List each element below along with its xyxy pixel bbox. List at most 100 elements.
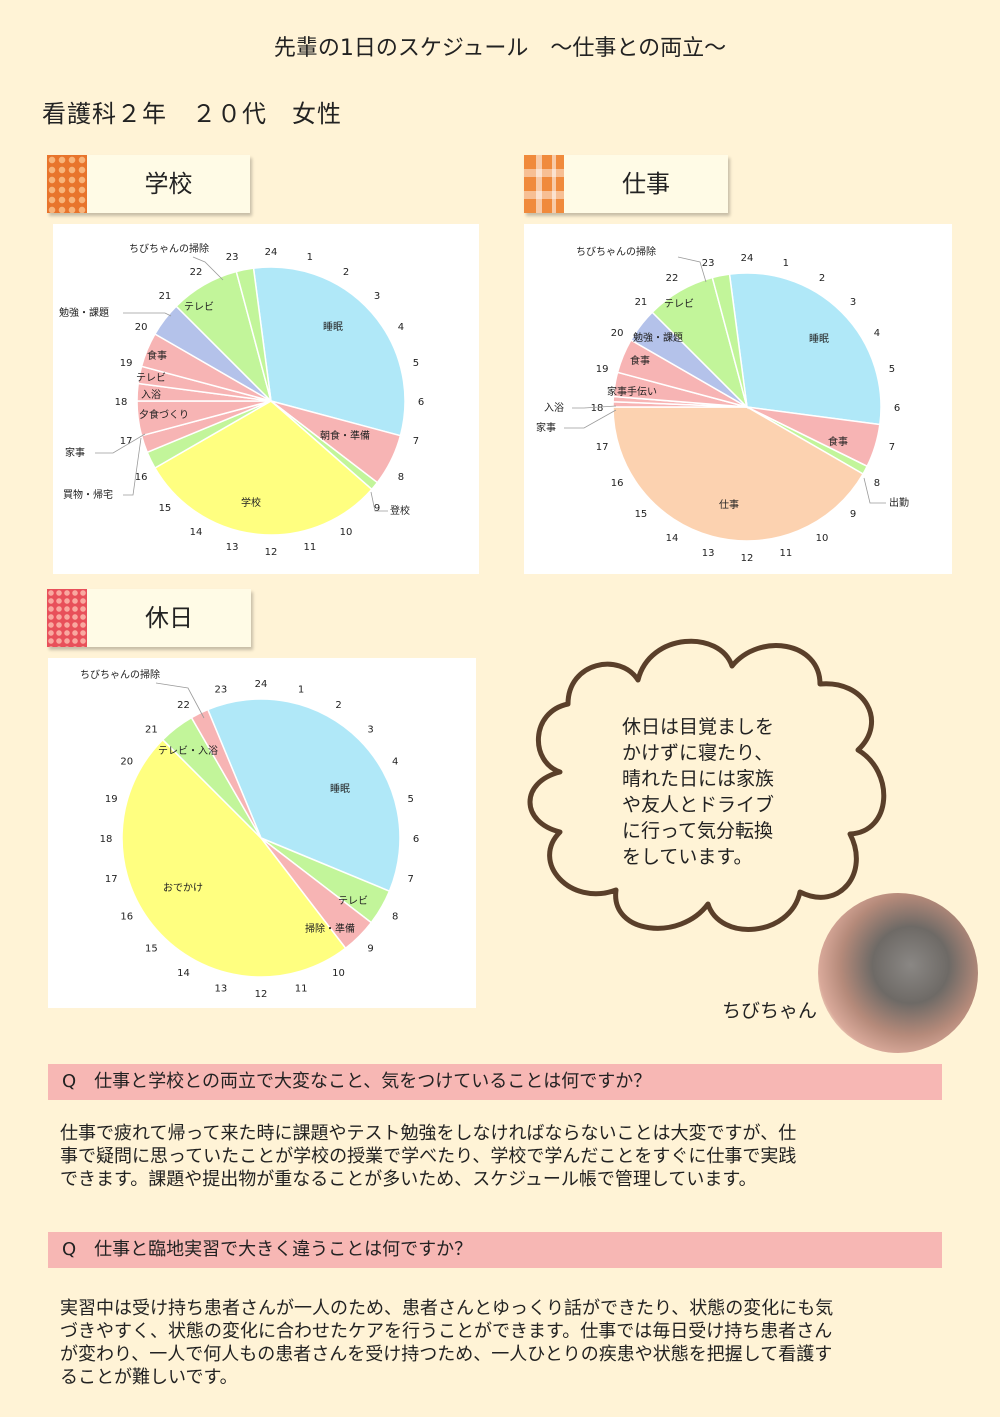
- answer-line: できます。課題や提出物が重なることが多いため、スケジュール帳で管理しています。: [60, 1169, 757, 1190]
- pie-label: 睡眠: [330, 782, 350, 795]
- hour-tick-label: 15: [635, 509, 648, 520]
- pie-callout: 買物・帰宅: [63, 488, 113, 501]
- cloud-line: や友人とドライブ: [622, 794, 775, 816]
- hour-tick-label: 16: [120, 912, 133, 923]
- pie-label: 食事: [147, 349, 167, 362]
- answer-line: が変わり、一人で何人もの患者さんを受け持つため、一人ひとりの疾患や状態を把握して…: [60, 1344, 833, 1365]
- pie-slice: [121, 738, 347, 978]
- question-bar: Q 仕事と臨地実習で大きく違うことは何ですか？: [48, 1232, 942, 1268]
- hour-tick-label: 1: [307, 252, 313, 263]
- hour-tick-label: 17: [120, 436, 133, 447]
- pie-label: テレビ・入浴: [158, 745, 218, 757]
- answer-line: 実習中は受け持ち患者さんが一人のため、患者さんとゆっくり話ができたり、状態の変化…: [60, 1298, 834, 1319]
- pie-slice: [612, 406, 865, 542]
- hour-tick-label: 4: [398, 322, 404, 333]
- hour-tick-label: 18: [100, 834, 113, 845]
- pie-label: 睡眠: [809, 332, 829, 345]
- pie-slice: [153, 400, 373, 536]
- hour-tick-label: 21: [635, 297, 648, 308]
- hour-tick-label: 6: [418, 397, 424, 408]
- hour-tick-label: 5: [413, 358, 419, 369]
- school-chart-box: 1 2 3 4 5 6 7 8 9 10 11 12 13 14 15 16 17 18 19 20 21 22 23 24 …: [53, 224, 479, 574]
- hour-tick-label: 9: [850, 509, 856, 520]
- pie-slice: [711, 273, 748, 408]
- hour-tick-label: 3: [374, 291, 380, 302]
- question-bar: Q 仕事と学校との両立で大変なこと、気をつけていることは何ですか？: [48, 1064, 942, 1100]
- hour-tick-label: 14: [177, 968, 190, 979]
- pie-callout: ちびちゃんの掃除: [129, 242, 209, 255]
- pie-label: 食事: [828, 435, 848, 448]
- hour-tick-label: 14: [666, 533, 679, 544]
- pie-callout: ちびちゃんの掃除: [80, 668, 160, 681]
- cloud-line: 休日は目覚ましを: [622, 716, 775, 738]
- answer-text: 仕事で疲れて帰って来た時に課題やテスト勉強をしなければならないことは大変ですが、…: [60, 1122, 940, 1191]
- hour-tick-label: 19: [105, 794, 118, 805]
- hour-tick-label: 24: [741, 253, 754, 264]
- hour-tick-label: 8: [392, 912, 398, 923]
- hour-tick-label: 13: [702, 548, 715, 559]
- pie-callout: 家事: [536, 421, 556, 434]
- hour-tick-label: 6: [894, 403, 900, 414]
- pie-label: テレビ: [136, 372, 166, 384]
- hour-tick-label: 3: [367, 724, 373, 735]
- work-chart-box: 1 2 3 4 5 6 7 8 9 10 11 12 13 14 15 16 17 18 19 20 21 22 23 24 …: [524, 224, 952, 574]
- pie-label: 入浴: [141, 389, 161, 401]
- hour-tick-label: 18: [591, 403, 604, 414]
- pie-callout: 出勤: [889, 496, 909, 509]
- pie-label: 睡眠: [323, 320, 343, 333]
- hour-tick-label: 9: [374, 503, 380, 514]
- hour-tick-label: 12: [265, 547, 278, 558]
- hour-tick-label: 12: [255, 989, 268, 1000]
- hour-tick-label: 23: [702, 258, 715, 269]
- pie-label: 夕食づくり: [139, 408, 189, 421]
- hour-tick-label: 10: [816, 533, 829, 544]
- pie-callout: ちびちゃんの掃除: [576, 245, 656, 258]
- school-tag: 学校: [47, 155, 250, 213]
- hour-tick-label: 22: [190, 267, 203, 278]
- pie-slice: [728, 272, 882, 426]
- hour-tick-label: 19: [120, 358, 133, 369]
- pie-slice: [252, 266, 406, 437]
- hour-tick-label: 11: [295, 984, 308, 995]
- hamster-photo: [818, 893, 978, 1053]
- hour-tick-label: 11: [303, 542, 316, 553]
- pie-label: 家事手伝い: [607, 385, 657, 398]
- pie-callout: 入浴: [544, 402, 564, 414]
- pet-name: ちびちゃん: [722, 1000, 818, 1022]
- hour-tick-label: 18: [115, 397, 128, 408]
- hour-tick-label: 14: [190, 527, 203, 538]
- cloud-line: をしています。: [622, 846, 753, 868]
- hour-tick-label: 17: [596, 442, 609, 453]
- hour-tick-label: 20: [611, 328, 624, 339]
- check-pattern-icon: [524, 155, 564, 213]
- hour-tick-label: 16: [135, 472, 148, 483]
- pie-label: 朝食・準備: [320, 429, 370, 442]
- hour-tick-label: 5: [889, 364, 895, 375]
- hour-tick-label: 10: [332, 968, 345, 979]
- hour-tick-label: 24: [255, 679, 268, 690]
- cross-pattern-icon: [47, 589, 87, 647]
- holiday-chart-box: 1 2 3 4 5 6 7 8 9 10 11 12 13 14 15 16 17 18 19 20 21 22 23 24 …: [48, 658, 476, 1008]
- pie-callout: 家事: [65, 446, 85, 459]
- hour-tick-label: 13: [226, 542, 239, 553]
- hour-tick-label: 8: [874, 478, 880, 489]
- pie-label: 掃除・準備: [305, 922, 355, 935]
- hour-tick-label: 2: [819, 273, 825, 284]
- hour-tick-label: 1: [783, 258, 789, 269]
- hour-tick-label: 8: [398, 472, 404, 483]
- cloud-line: 晴れた日には家族: [622, 768, 775, 790]
- hour-tick-label: 12: [741, 553, 754, 564]
- hour-tick-label: 13: [215, 984, 228, 995]
- hour-tick-label: 2: [335, 700, 341, 711]
- thought-cloud: [527, 638, 887, 932]
- pie-callout: 勉強・課題: [59, 306, 109, 319]
- pie-label: テレビ: [664, 298, 694, 310]
- answer-line: 事で疑問に思っていたことが学校の授業で学べたり、学校で学んだことをすぐに仕事で実…: [60, 1146, 797, 1167]
- hour-tick-label: 24: [265, 247, 278, 258]
- pie-label: テレビ: [338, 895, 368, 907]
- answer-text: 実習中は受け持ち患者さんが一人のため、患者さんとゆっくり話ができたり、状態の変化…: [60, 1297, 940, 1389]
- hour-tick-label: 20: [120, 757, 133, 768]
